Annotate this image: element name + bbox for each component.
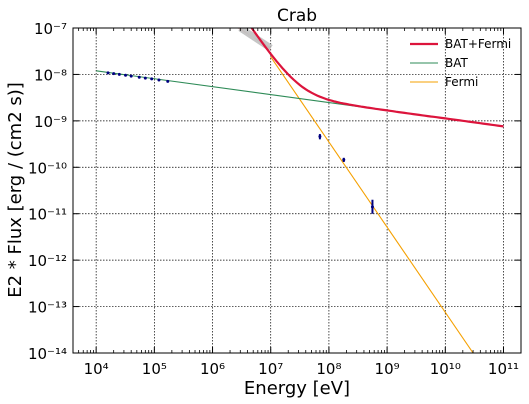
x-tick-label: 10¹⁰ — [430, 360, 461, 378]
data-point — [318, 135, 322, 139]
legend-label-fermi: Fermi — [445, 75, 478, 89]
x-axis-label: Energy [eV] — [244, 378, 350, 399]
y-tick-label: 10⁻¹⁰ — [28, 159, 67, 177]
grid — [73, 28, 521, 353]
data-point — [129, 74, 133, 78]
y-tick-labels: 10⁻¹⁴ 10⁻¹³ 10⁻¹² 10⁻¹¹ 10⁻¹⁰ 10⁻⁹ 10⁻⁸ 10⁻⁷ — [28, 20, 67, 363]
data-point — [150, 77, 154, 81]
data-point — [106, 71, 110, 75]
model-uncertainty-spread — [238, 28, 273, 51]
data-point — [124, 73, 128, 77]
data-point — [370, 205, 374, 209]
data-point — [137, 75, 141, 79]
y-tick-label: 10⁻⁷ — [34, 20, 67, 38]
y-tick-label: 10⁻¹³ — [28, 299, 67, 317]
y-tick-label: 10⁻¹¹ — [28, 206, 67, 224]
x-tick-label: 10⁹ — [375, 360, 400, 378]
legend: BAT+Fermi BAT Fermi — [410, 37, 511, 89]
y-axis-label: E2 * Flux [erg / (cm2 s)] — [5, 82, 26, 298]
bat-fermi-line — [250, 28, 504, 128]
data-point — [157, 78, 161, 82]
y-tick-label: 10⁻¹² — [28, 252, 67, 270]
data-point — [117, 72, 121, 76]
axis-ticks — [73, 27, 521, 354]
uncertainty-band — [236, 28, 273, 51]
x-tick-label: 10⁷ — [258, 360, 283, 378]
data-point — [166, 79, 170, 83]
legend-label-bat: BAT — [445, 56, 469, 70]
data-point — [143, 76, 147, 80]
x-tick-label: 10⁶ — [200, 360, 225, 378]
legend-label-bat-fermi: BAT+Fermi — [445, 37, 511, 51]
x-tick-labels: 10⁴ 10⁵ 10⁶ 10⁷ 10⁸ 10⁹ 10¹⁰ 10¹¹ — [84, 360, 519, 378]
y-tick-label: 10⁻⁹ — [34, 113, 67, 131]
data-point — [112, 72, 116, 76]
plot-frame — [72, 27, 522, 354]
y-tick-label: 10⁻¹⁴ — [28, 345, 67, 363]
x-tick-label: 10⁸ — [316, 360, 341, 378]
x-tick-label: 10¹¹ — [488, 360, 519, 378]
data-points — [106, 71, 374, 214]
data-point — [342, 158, 346, 162]
y-tick-label: 10⁻⁸ — [34, 66, 67, 84]
x-tick-label: 10⁴ — [84, 360, 109, 378]
x-tick-label: 10⁵ — [142, 360, 167, 378]
chart-title: Crab — [277, 6, 317, 26]
